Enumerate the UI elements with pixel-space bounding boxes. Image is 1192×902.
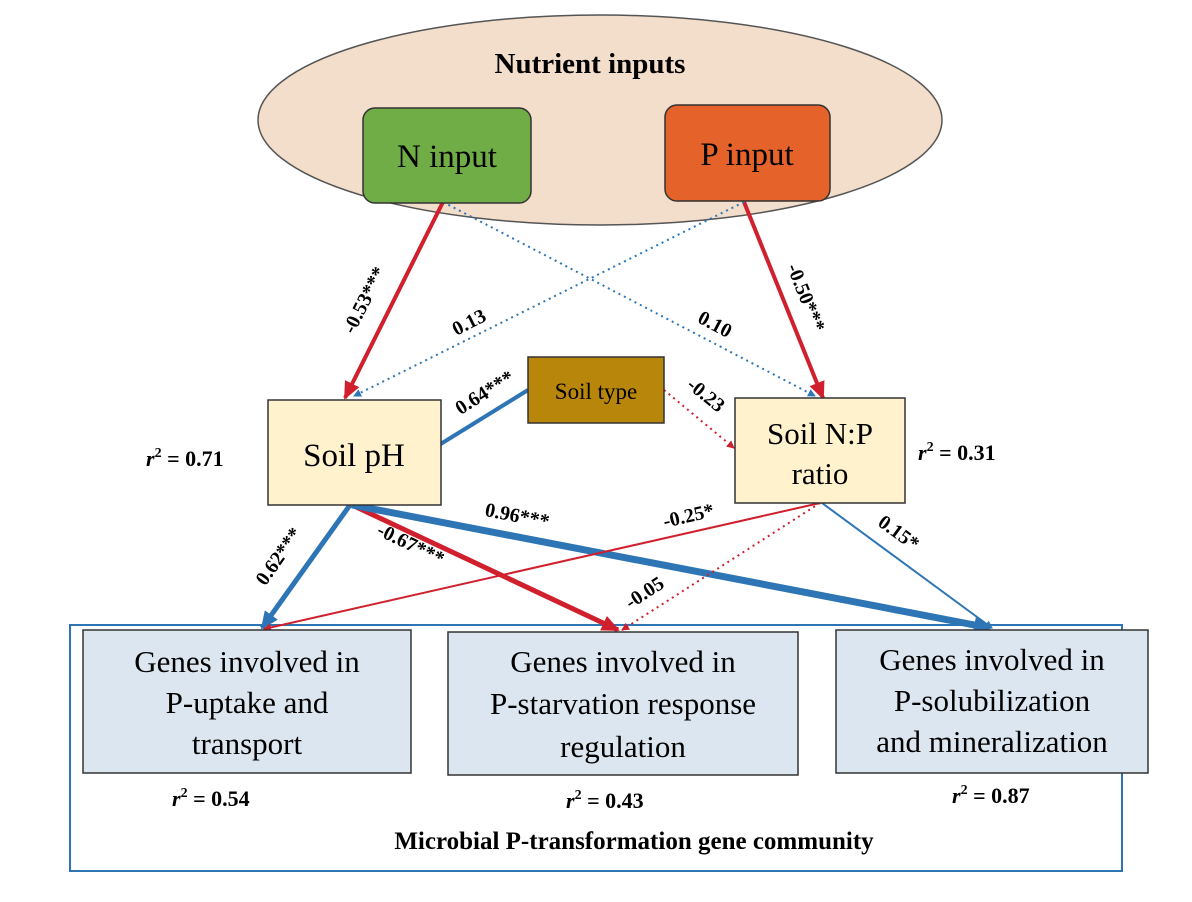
arrow-np-to-solubilization [821,502,993,629]
label-p-to-np: -0.50*** [782,260,829,335]
soil-np-label-line1: Soil N:P [767,416,873,451]
soil-ph-label: Soil pH [303,438,405,474]
nutrient-inputs-group: Nutrient inputs [257,14,943,226]
genes-solubilization-r2: r2 = 0.87 [952,783,1030,808]
label-p-to-ph: 0.13 [449,305,490,340]
nutrient-inputs-title: Nutrient inputs [495,48,686,80]
arrow-np-to-uptake [263,502,821,632]
arrow-ph-to-uptake [259,503,353,630]
arrow-p-to-ph [353,201,745,397]
node-soil-ph: Soil pH r2 = 0.71 [146,399,442,506]
node-p-input: P input [664,104,831,202]
soil-type-box [527,356,665,424]
node-genes-uptake: Genes involved in P-uptake and transport… [82,629,412,811]
genes-solubilization-line3: and mineralization [876,724,1108,759]
genes-starvation-r2: r2 = 0.43 [566,788,644,813]
arrow-n-to-np [442,201,816,397]
label-ph-to-solubilization: 0.96*** [483,499,551,533]
node-n-input: N input [362,107,532,204]
soil-ph-r2: r2 = 0.71 [146,446,224,471]
genes-starvation-line2: P-starvation response [490,686,756,721]
genes-uptake-box [82,629,412,774]
label-np-to-starvation: -0.05 [621,572,668,613]
community-title: Microbial P-transformation gene communit… [394,828,874,855]
arrow-p-to-np [742,201,825,400]
n-input-label: N input [397,139,497,175]
arrow-n-to-ph [343,201,445,400]
soil-type-label: Soil type [555,379,637,404]
genes-solubilization-r2-value: 0.87 [991,783,1030,808]
genes-starvation-r2-value: 0.43 [605,788,644,813]
node-soil-np: Soil N:P ratio r2 = 0.31 [734,397,996,504]
soil-np-r2-value: 0.31 [957,440,996,465]
soil-ph-r2-value: 0.71 [185,446,224,471]
p-input-label: P input [700,137,793,173]
label-n-to-np: 0.10 [694,307,735,343]
genes-uptake-r2-value: 0.54 [211,786,250,811]
node-soil-type: Soil type [527,356,665,424]
genes-uptake-r2: r2 = 0.54 [172,786,250,811]
label-soiltype-to-ph: 0.64*** [451,366,518,419]
label-soiltype-to-np: -0.23 [683,374,729,417]
p-input-box [664,104,831,202]
n-input-box [362,107,532,204]
soil-np-box [734,397,906,504]
soil-ph-box [267,399,442,506]
genes-solubilization-line1: Genes involved in [879,642,1105,677]
node-genes-solubilization: Genes involved in P-solubilization and m… [835,629,1149,808]
arrow-ph-to-solubilization [351,501,992,633]
arrow-ph-to-starvation [350,502,620,633]
genes-starvation-box [447,631,799,776]
label-ph-to-starvation: -0.67*** [374,519,448,570]
nutrient-inputs-ellipse [257,14,943,226]
soil-np-r2: r2 = 0.31 [918,440,996,465]
soil-np-label-line2: ratio [792,456,849,491]
label-np-to-solubilization: 0.15* [874,511,923,555]
node-genes-starvation: Genes involved in P-starvation response … [447,631,799,813]
arrow-np-to-starvation [621,502,821,631]
genes-uptake-line3: transport [192,726,303,761]
genes-starvation-line3: regulation [560,729,686,764]
genes-solubilization-line2: P-solubilization [894,683,1091,718]
genes-uptake-line1: Genes involved in [134,644,360,679]
genes-solubilization-box [835,629,1149,774]
genes-starvation-line1: Genes involved in [510,644,736,679]
genes-uptake-line2: P-uptake and [166,685,329,720]
